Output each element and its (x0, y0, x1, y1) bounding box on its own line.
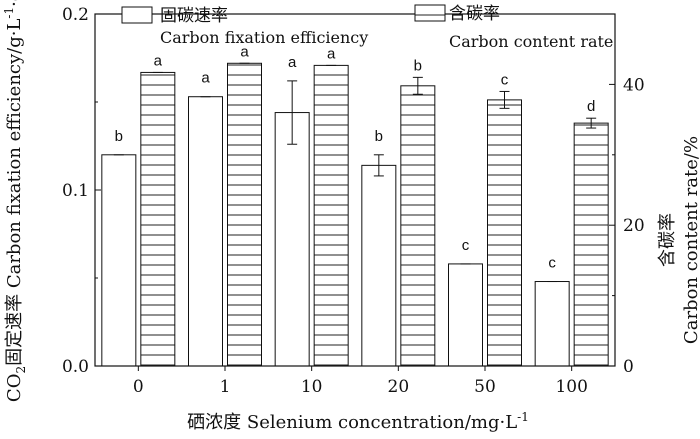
left-tick-label: 0.1 (62, 181, 89, 201)
sig-label-carbon-fixation-50: c (462, 237, 470, 254)
bar-carbon-fixation-1 (188, 96, 223, 367)
right-tick-label: 0 (623, 357, 634, 377)
legend-swatch-open (121, 6, 153, 24)
sig-label-carbon-fixation-20: b (375, 128, 383, 145)
left-tick-label: 0.2 (62, 5, 89, 25)
sig-label-carbon-fixation-0: b (115, 128, 123, 145)
error-bar-carbon-fixation-10 (287, 80, 298, 145)
right-tick-label: 40 (623, 75, 645, 95)
x-tick-label: 0 (133, 377, 144, 397)
bar-carbon-content-50 (487, 99, 522, 367)
x-axis-title: 硒浓度 Selenium concentration/mg·L-1 (187, 410, 529, 433)
legend-swatch-hatched (414, 4, 446, 22)
legend-label-series1-cn: 固碳速率 (160, 6, 228, 26)
bar-carbon-fixation-0 (101, 154, 137, 367)
right-axis-ticks: 0 20 40 (609, 75, 645, 377)
sig-label-carbon-content-0: a (154, 52, 163, 69)
bars-layer (101, 62, 609, 367)
x-tick-label: 10 (301, 377, 323, 397)
right-tick-label: 20 (623, 216, 645, 236)
bar-carbon-content-20 (400, 85, 436, 367)
bar-carbon-fixation-20 (361, 164, 397, 367)
sig-label-carbon-content-10: a (327, 45, 336, 62)
left-tick-label: 0.0 (62, 357, 89, 377)
x-axis-ticks: 0 1 10 20 50 100 (133, 366, 588, 397)
bar-carbon-fixation-100 (534, 281, 570, 367)
bar-carbon-content-10 (313, 64, 349, 367)
significance-labels-layer: b a a a a a b b c c c d (115, 43, 596, 271)
error-bar-carbon-content-50 (499, 90, 510, 109)
right-y-axis-title: 含碳率 Carbon content rate/% (657, 136, 700, 344)
legend-label-series2-en: Carbon content rate (449, 32, 613, 51)
bar-carbon-content-100 (573, 122, 609, 367)
error-bar-carbon-content-100 (586, 117, 597, 129)
x-tick-label: 50 (474, 377, 496, 397)
bar-carbon-fixation-50 (448, 263, 483, 367)
error-bar-carbon-fixation-20 (373, 154, 384, 177)
legend-label-series2-cn: 含碳率 (449, 4, 500, 24)
sig-label-carbon-fixation-1: a (201, 70, 210, 87)
error-bar-carbon-content-20 (412, 76, 423, 95)
bar-carbon-content-0 (140, 71, 176, 367)
left-axis-ticks: 0.0 0.1 0.2 (62, 5, 101, 377)
bar-carbon-content-1 (227, 62, 262, 367)
sig-label-carbon-fixation-10: a (288, 54, 297, 71)
sig-label-carbon-content-20: b (414, 57, 422, 74)
x-tick-label: 100 (555, 377, 587, 397)
left-y-axis-title: CO2固定速率 Carbon fixation efficiency/g·L-1… (2, 0, 28, 402)
bar-carbon-fixation-10 (274, 112, 310, 367)
legend-label-series1-en: Carbon fixation efficiency (160, 28, 368, 47)
x-tick-label: 1 (220, 377, 231, 397)
sig-label-carbon-fixation-100: c (548, 255, 556, 272)
legend: 固碳速率 Carbon fixation efficiency 含碳率 Carb… (121, 4, 613, 51)
sig-label-carbon-content-50: c (501, 71, 509, 88)
x-tick-label: 20 (388, 377, 410, 397)
sig-label-carbon-content-100: d (587, 98, 595, 115)
error-bars-layer (113, 62, 597, 283)
sig-label-carbon-content-1: a (240, 43, 249, 60)
